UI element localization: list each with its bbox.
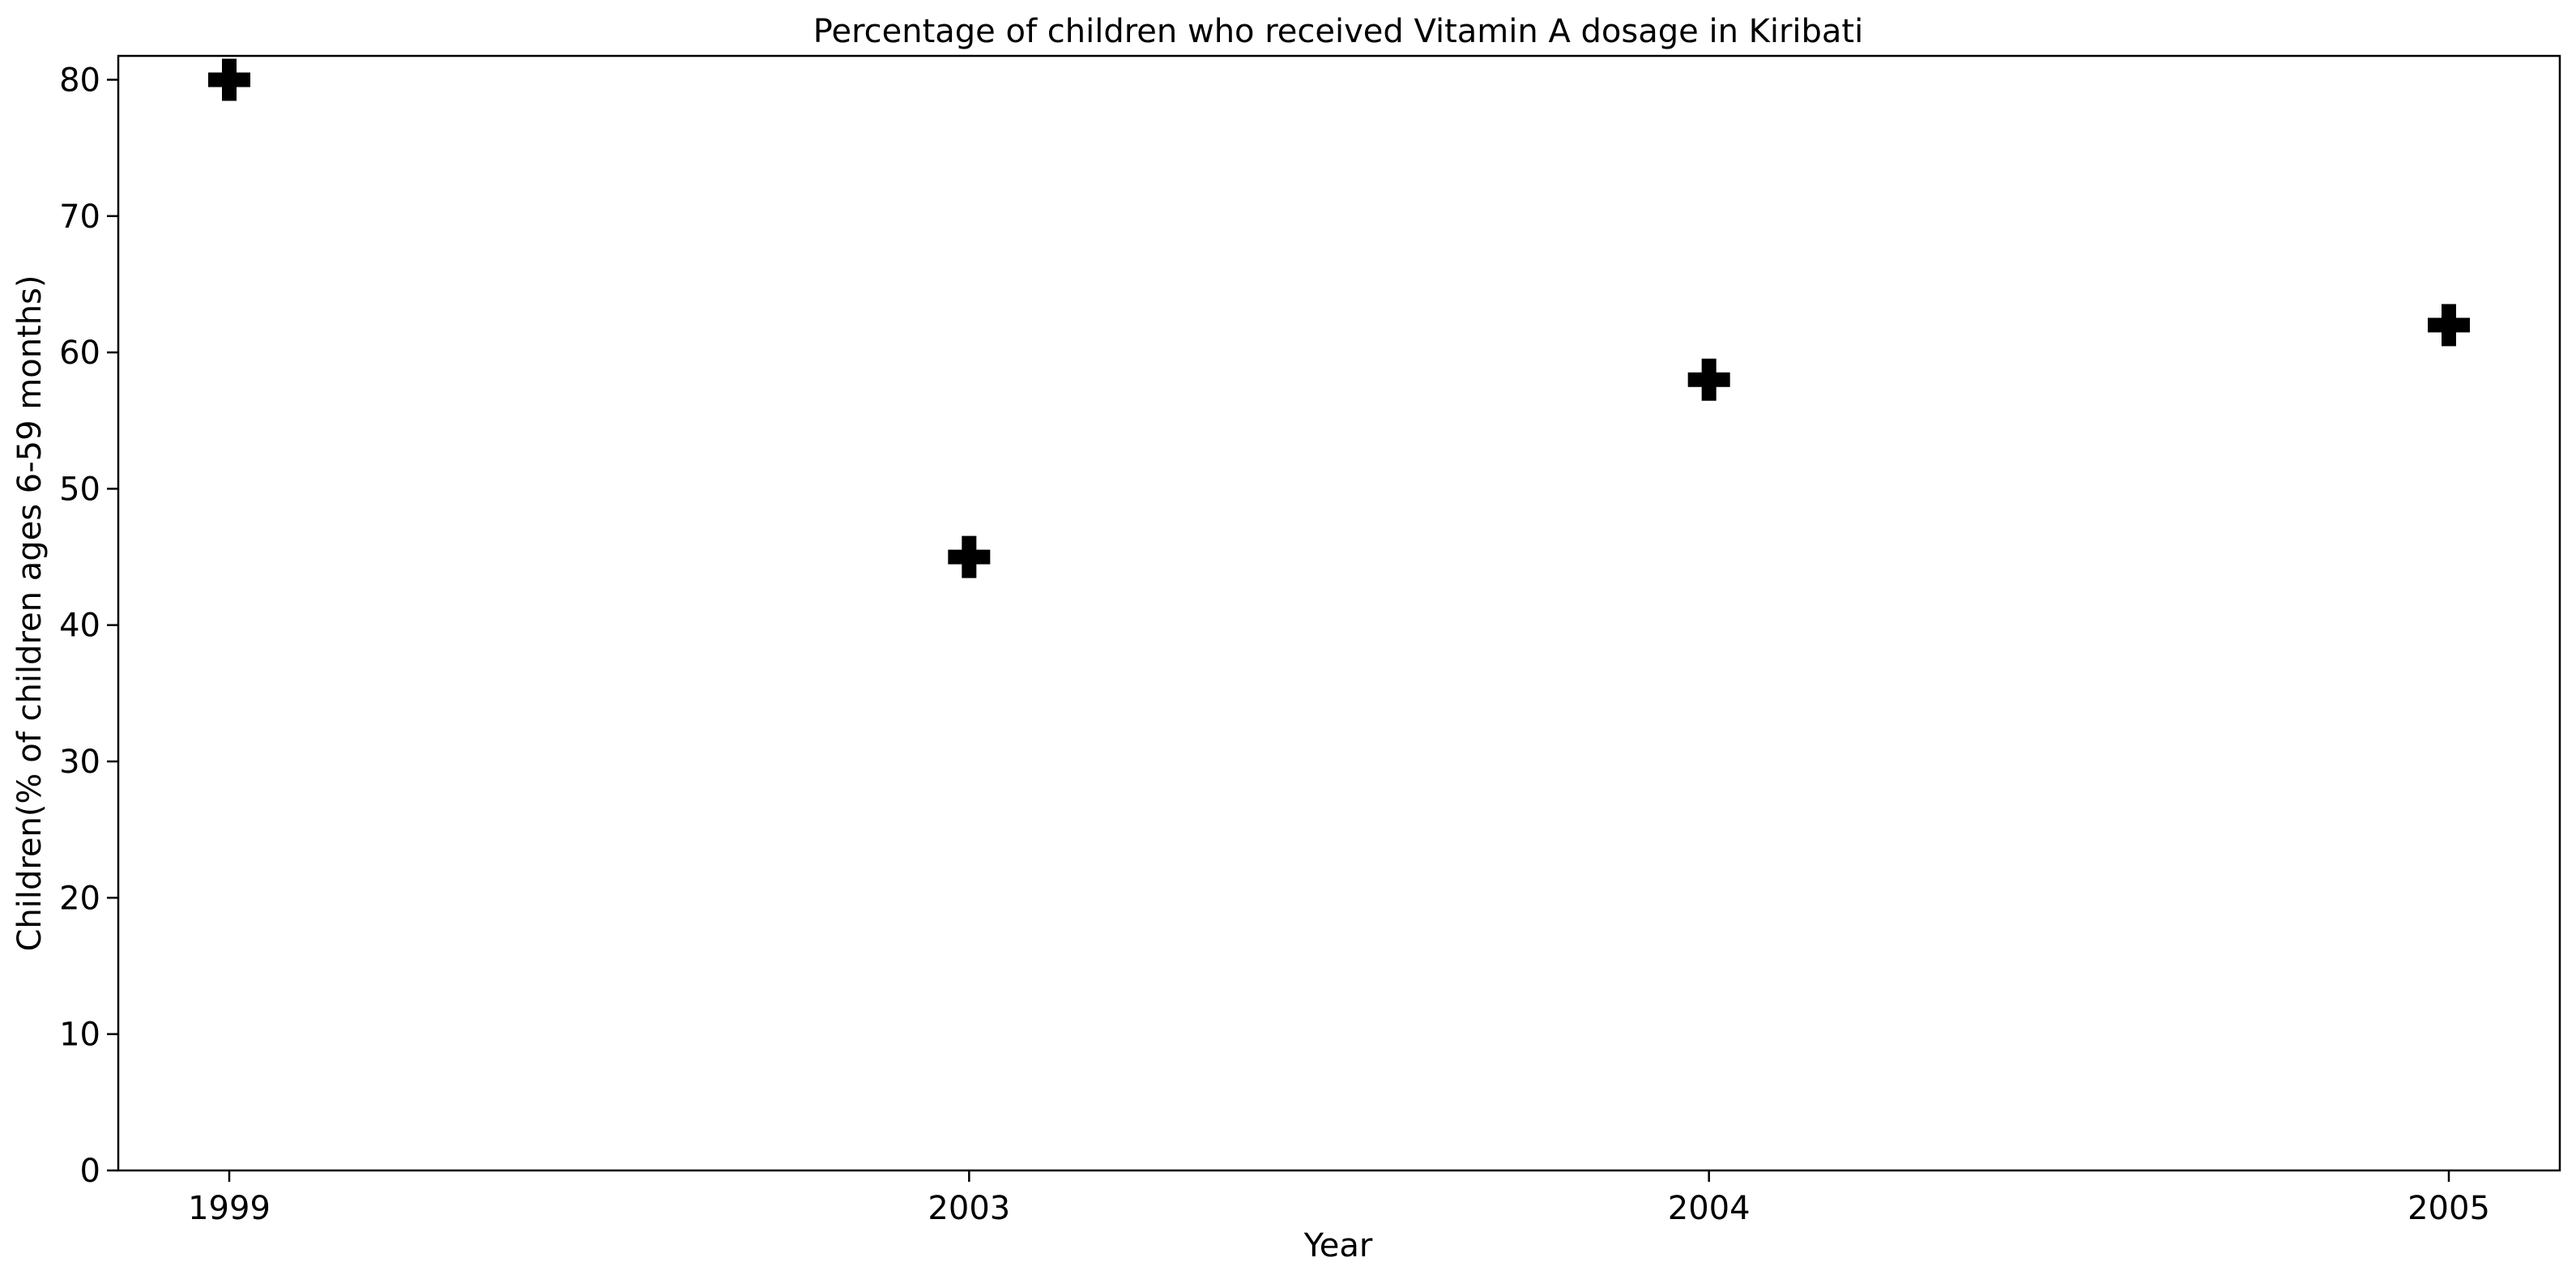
y-tick-label: 0	[80, 1153, 100, 1190]
y-axis-ticks: 0 10 20 30 40 50 60 70 80	[59, 62, 118, 1190]
data-point-1999	[208, 58, 250, 101]
y-tick-label: 10	[59, 1017, 100, 1054]
x-tick-label: 2004	[1668, 1190, 1751, 1227]
y-tick-label: 30	[59, 744, 100, 781]
x-axis-label: Year	[1303, 1227, 1373, 1264]
x-tick-label: 2003	[928, 1190, 1010, 1227]
x-axis-ticks: 1999 2003 2004 2005	[188, 1170, 2490, 1227]
plot-area-frame	[117, 54, 2561, 1172]
y-axis-label: Children(% of children ages 6-59 months)	[11, 275, 49, 951]
x-tick-label: 2005	[2408, 1190, 2490, 1227]
chart-title: Percentage of children who received Vita…	[813, 13, 1863, 50]
data-point-2005	[2428, 304, 2470, 347]
data-point-2003	[948, 535, 991, 578]
x-tick-label: 1999	[188, 1190, 271, 1227]
y-tick-label: 40	[59, 608, 100, 645]
y-tick-label: 50	[59, 471, 100, 508]
y-tick-label: 20	[59, 880, 100, 917]
data-point-2004	[1687, 358, 1730, 401]
data-points	[208, 58, 2470, 578]
y-tick-label: 70	[59, 198, 100, 236]
y-tick-label: 80	[59, 62, 100, 99]
y-tick-label: 60	[59, 335, 100, 372]
